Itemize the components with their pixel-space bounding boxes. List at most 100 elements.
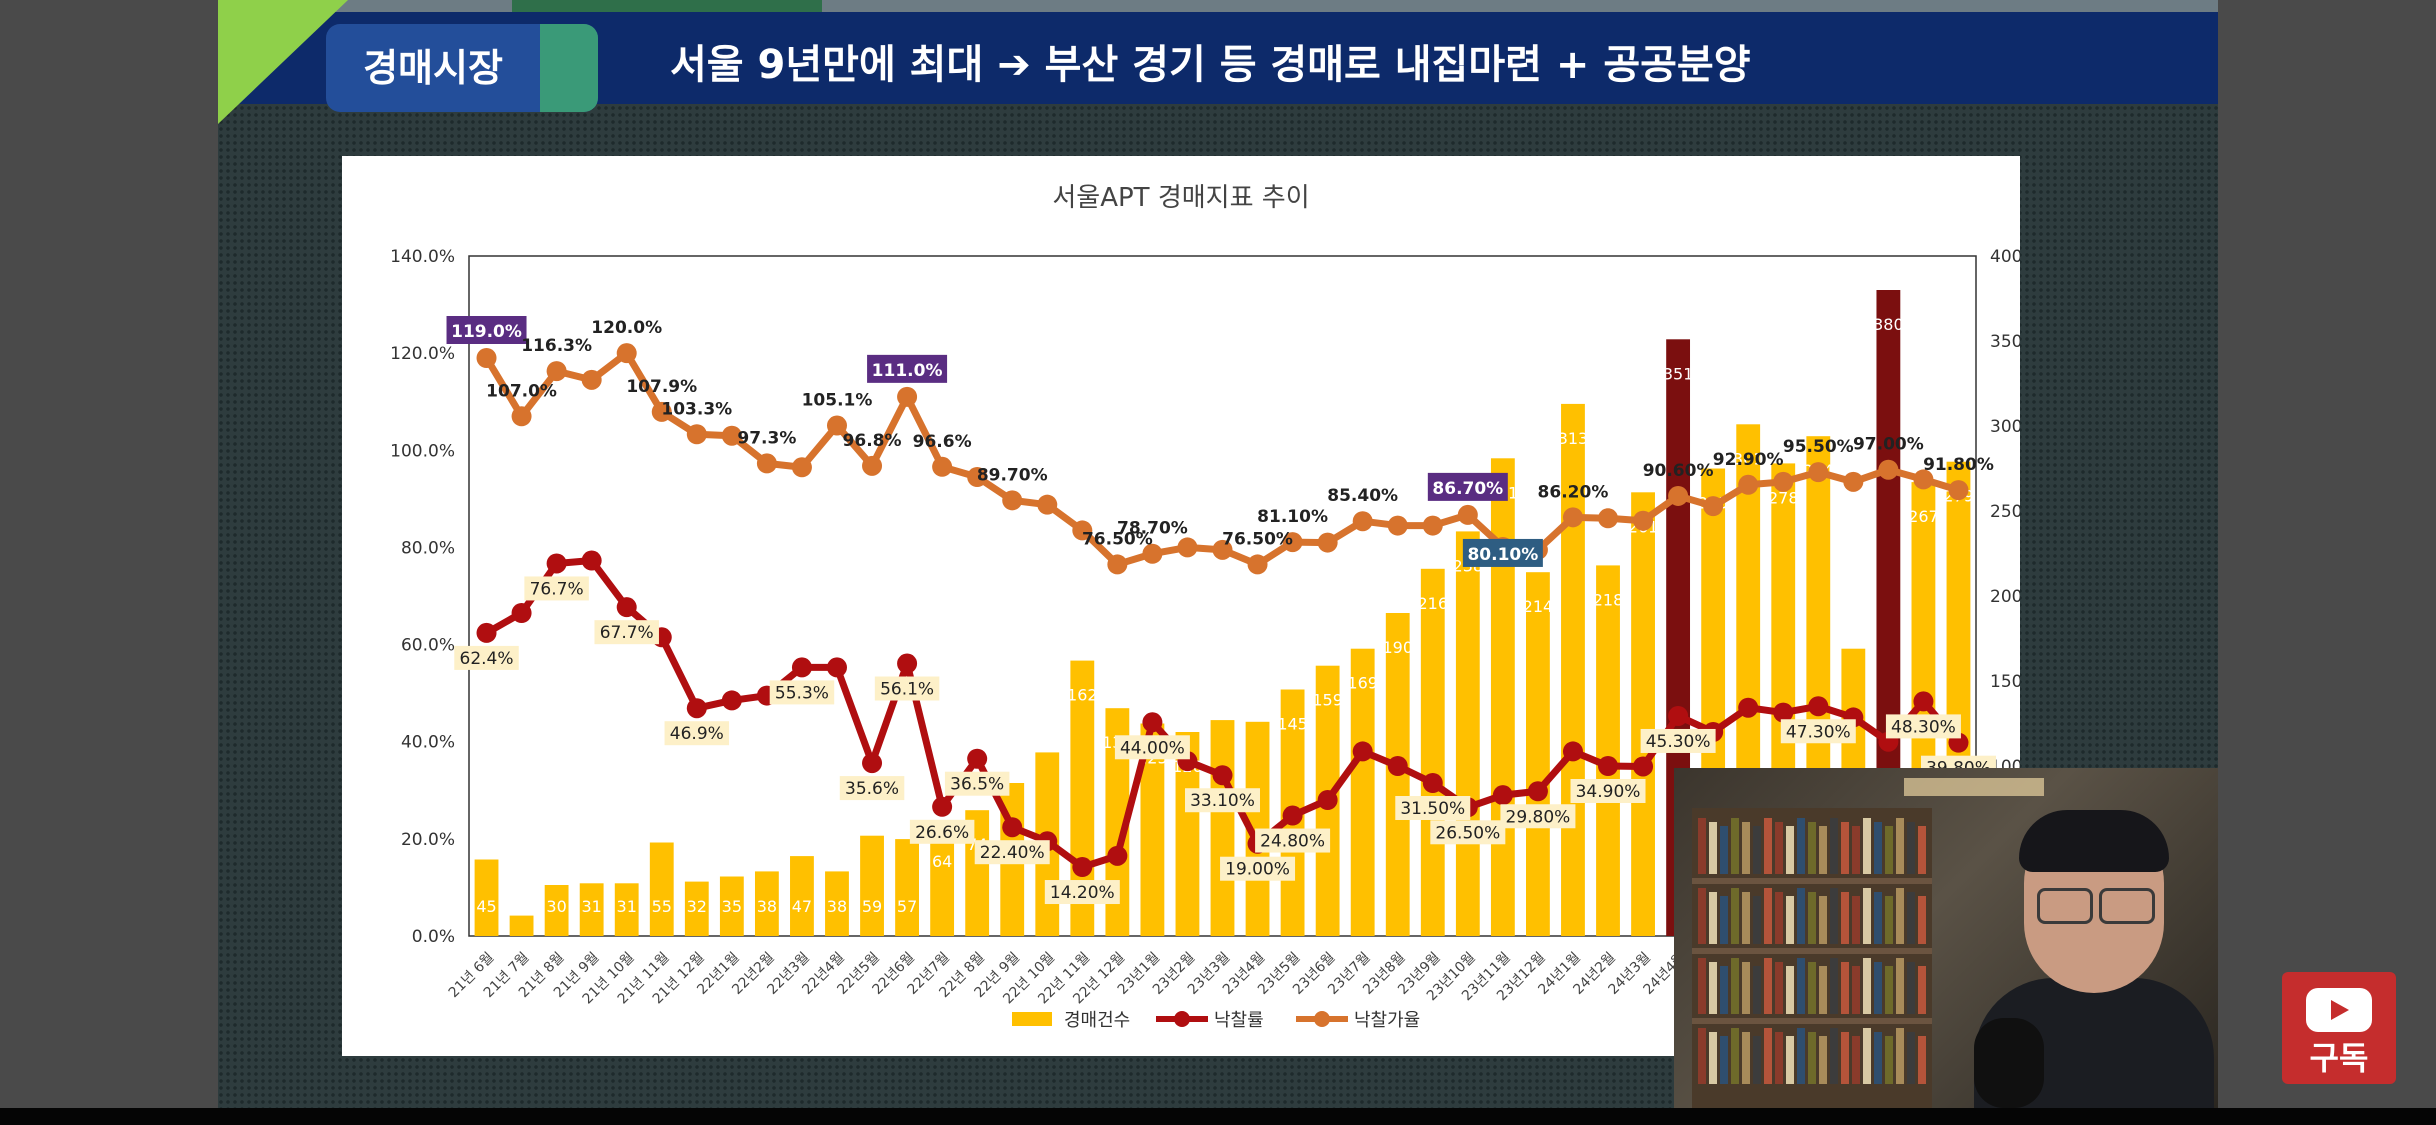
y-left-tick-label: 140.0% bbox=[390, 247, 455, 267]
bar-value-label: 162 bbox=[1067, 686, 1098, 705]
price-rate-point bbox=[581, 369, 602, 390]
book bbox=[1764, 958, 1772, 1014]
bar-value-label: 267 bbox=[1908, 507, 1939, 526]
webcam-overlay bbox=[1674, 768, 2218, 1108]
y-left-tick-label: 80.0% bbox=[401, 538, 455, 558]
bid-rate-point bbox=[1387, 756, 1408, 776]
microphone bbox=[1974, 1018, 2044, 1108]
bid-rate-data-label: 22.40% bbox=[980, 843, 1045, 863]
book bbox=[1764, 818, 1772, 874]
book bbox=[1742, 1032, 1750, 1084]
book bbox=[1742, 962, 1750, 1014]
chart-title: 서울APT 경매지표 추이 bbox=[1052, 183, 1309, 213]
bar-value-label: 30 bbox=[546, 897, 566, 916]
price-rate-data-label: 86.20% bbox=[1538, 482, 1609, 502]
book bbox=[1797, 1028, 1805, 1084]
book bbox=[1764, 888, 1772, 944]
y-left-tick-label: 40.0% bbox=[401, 733, 455, 753]
bid-rate-point bbox=[932, 796, 953, 817]
bid-rate-label-box bbox=[454, 645, 519, 670]
bar-23년2월 bbox=[1175, 732, 1200, 936]
bar-21년 6월 bbox=[474, 859, 499, 936]
bar-22년7월 bbox=[930, 827, 955, 936]
bid-rate-data-label: 14.20% bbox=[1050, 883, 1115, 903]
price-rate-label-box bbox=[446, 316, 527, 344]
bar-value-label: 218 bbox=[1593, 590, 1624, 609]
book bbox=[1830, 1028, 1838, 1084]
bar-value-label: 45 bbox=[476, 897, 496, 916]
book bbox=[1786, 1036, 1794, 1084]
book bbox=[1698, 958, 1706, 1014]
bar-value-label: 31 bbox=[581, 897, 601, 916]
bid-rate-point bbox=[476, 622, 497, 643]
book bbox=[1918, 1036, 1926, 1084]
price-rate-point bbox=[932, 456, 953, 477]
book bbox=[1918, 826, 1926, 874]
bid-rate-label-box bbox=[1430, 820, 1506, 845]
book bbox=[1808, 892, 1816, 944]
price-rate-data-label: 119.0% bbox=[451, 322, 522, 342]
book bbox=[1819, 826, 1827, 874]
price-rate-point bbox=[1808, 462, 1829, 483]
bid-rate-data-label: 24.80% bbox=[1260, 832, 1325, 852]
bid-rate-label-box bbox=[909, 819, 975, 844]
price-rate-point bbox=[1002, 490, 1023, 511]
bar-22년 12월 bbox=[1105, 708, 1130, 936]
book bbox=[1786, 966, 1794, 1014]
bid-rate-point bbox=[967, 748, 988, 769]
book bbox=[1830, 888, 1838, 944]
bar-value-label: 313 bbox=[1558, 429, 1589, 448]
book bbox=[1753, 966, 1761, 1014]
price-rate-point bbox=[826, 415, 847, 436]
bid-rate-data-label: 26.50% bbox=[1435, 823, 1500, 843]
bid-rate-point bbox=[826, 657, 847, 678]
bid-rate-data-label: 67.7% bbox=[600, 623, 654, 643]
bar-22년6월 bbox=[895, 839, 919, 936]
book bbox=[1731, 818, 1739, 874]
bid-rate-point bbox=[791, 657, 812, 678]
price-rate-data-label: 95.50% bbox=[1783, 437, 1854, 457]
bar-value-label: 145 bbox=[1277, 715, 1308, 734]
bid-rate-point bbox=[1527, 781, 1548, 802]
bid-rate-point bbox=[1562, 741, 1583, 762]
bar-value-label: 190 bbox=[1382, 638, 1413, 657]
book bbox=[1753, 1036, 1761, 1084]
price-rate-point bbox=[1457, 504, 1478, 525]
book bbox=[1896, 888, 1904, 944]
bid-rate-label-box bbox=[1885, 714, 1961, 739]
bid-rate-point bbox=[1107, 845, 1128, 866]
price-rate-point bbox=[1878, 459, 1899, 480]
book bbox=[1907, 892, 1915, 944]
price-rate-point bbox=[1352, 511, 1373, 532]
bar-value-label: 351 bbox=[1663, 364, 1694, 383]
y-right-tick-label: 250 bbox=[1990, 502, 2020, 522]
book bbox=[1874, 1032, 1882, 1084]
book bbox=[1896, 958, 1904, 1014]
bid-rate-point bbox=[581, 550, 602, 571]
bid-rate-point bbox=[862, 753, 883, 774]
bar-23년3월 bbox=[1210, 720, 1235, 936]
book bbox=[1841, 822, 1849, 874]
bid-rate-data-label: 47.30% bbox=[1786, 722, 1851, 742]
price-rate-data-label: 91.80% bbox=[1923, 455, 1994, 475]
price-rate-data-label: 120.0% bbox=[591, 318, 662, 338]
bar-value-label: 31 bbox=[617, 897, 637, 916]
book bbox=[1841, 1032, 1849, 1084]
bar-value-label: 214 bbox=[1523, 597, 1554, 616]
subscribe-button[interactable]: 구독 bbox=[2282, 972, 2396, 1084]
price-rate-point bbox=[1247, 554, 1268, 575]
legend-swatch bbox=[1012, 1012, 1052, 1026]
price-rate-data-label: 107.9% bbox=[626, 377, 697, 397]
price-rate-point bbox=[511, 406, 532, 427]
bar-24년3월 bbox=[1631, 492, 1655, 936]
presenter-hair bbox=[2019, 810, 2169, 872]
price-rate-point bbox=[1913, 469, 1934, 490]
bid-rate-label-box bbox=[1395, 796, 1471, 820]
bid-rate-data-label: 62.4% bbox=[460, 649, 514, 669]
bar-23년11월 bbox=[1490, 458, 1515, 936]
book bbox=[1874, 892, 1882, 944]
price-rate-point bbox=[1773, 471, 1794, 492]
price-rate-point bbox=[546, 361, 567, 382]
bid-rate-data-label: 46.9% bbox=[670, 724, 724, 744]
bid-rate-point bbox=[1072, 857, 1093, 878]
